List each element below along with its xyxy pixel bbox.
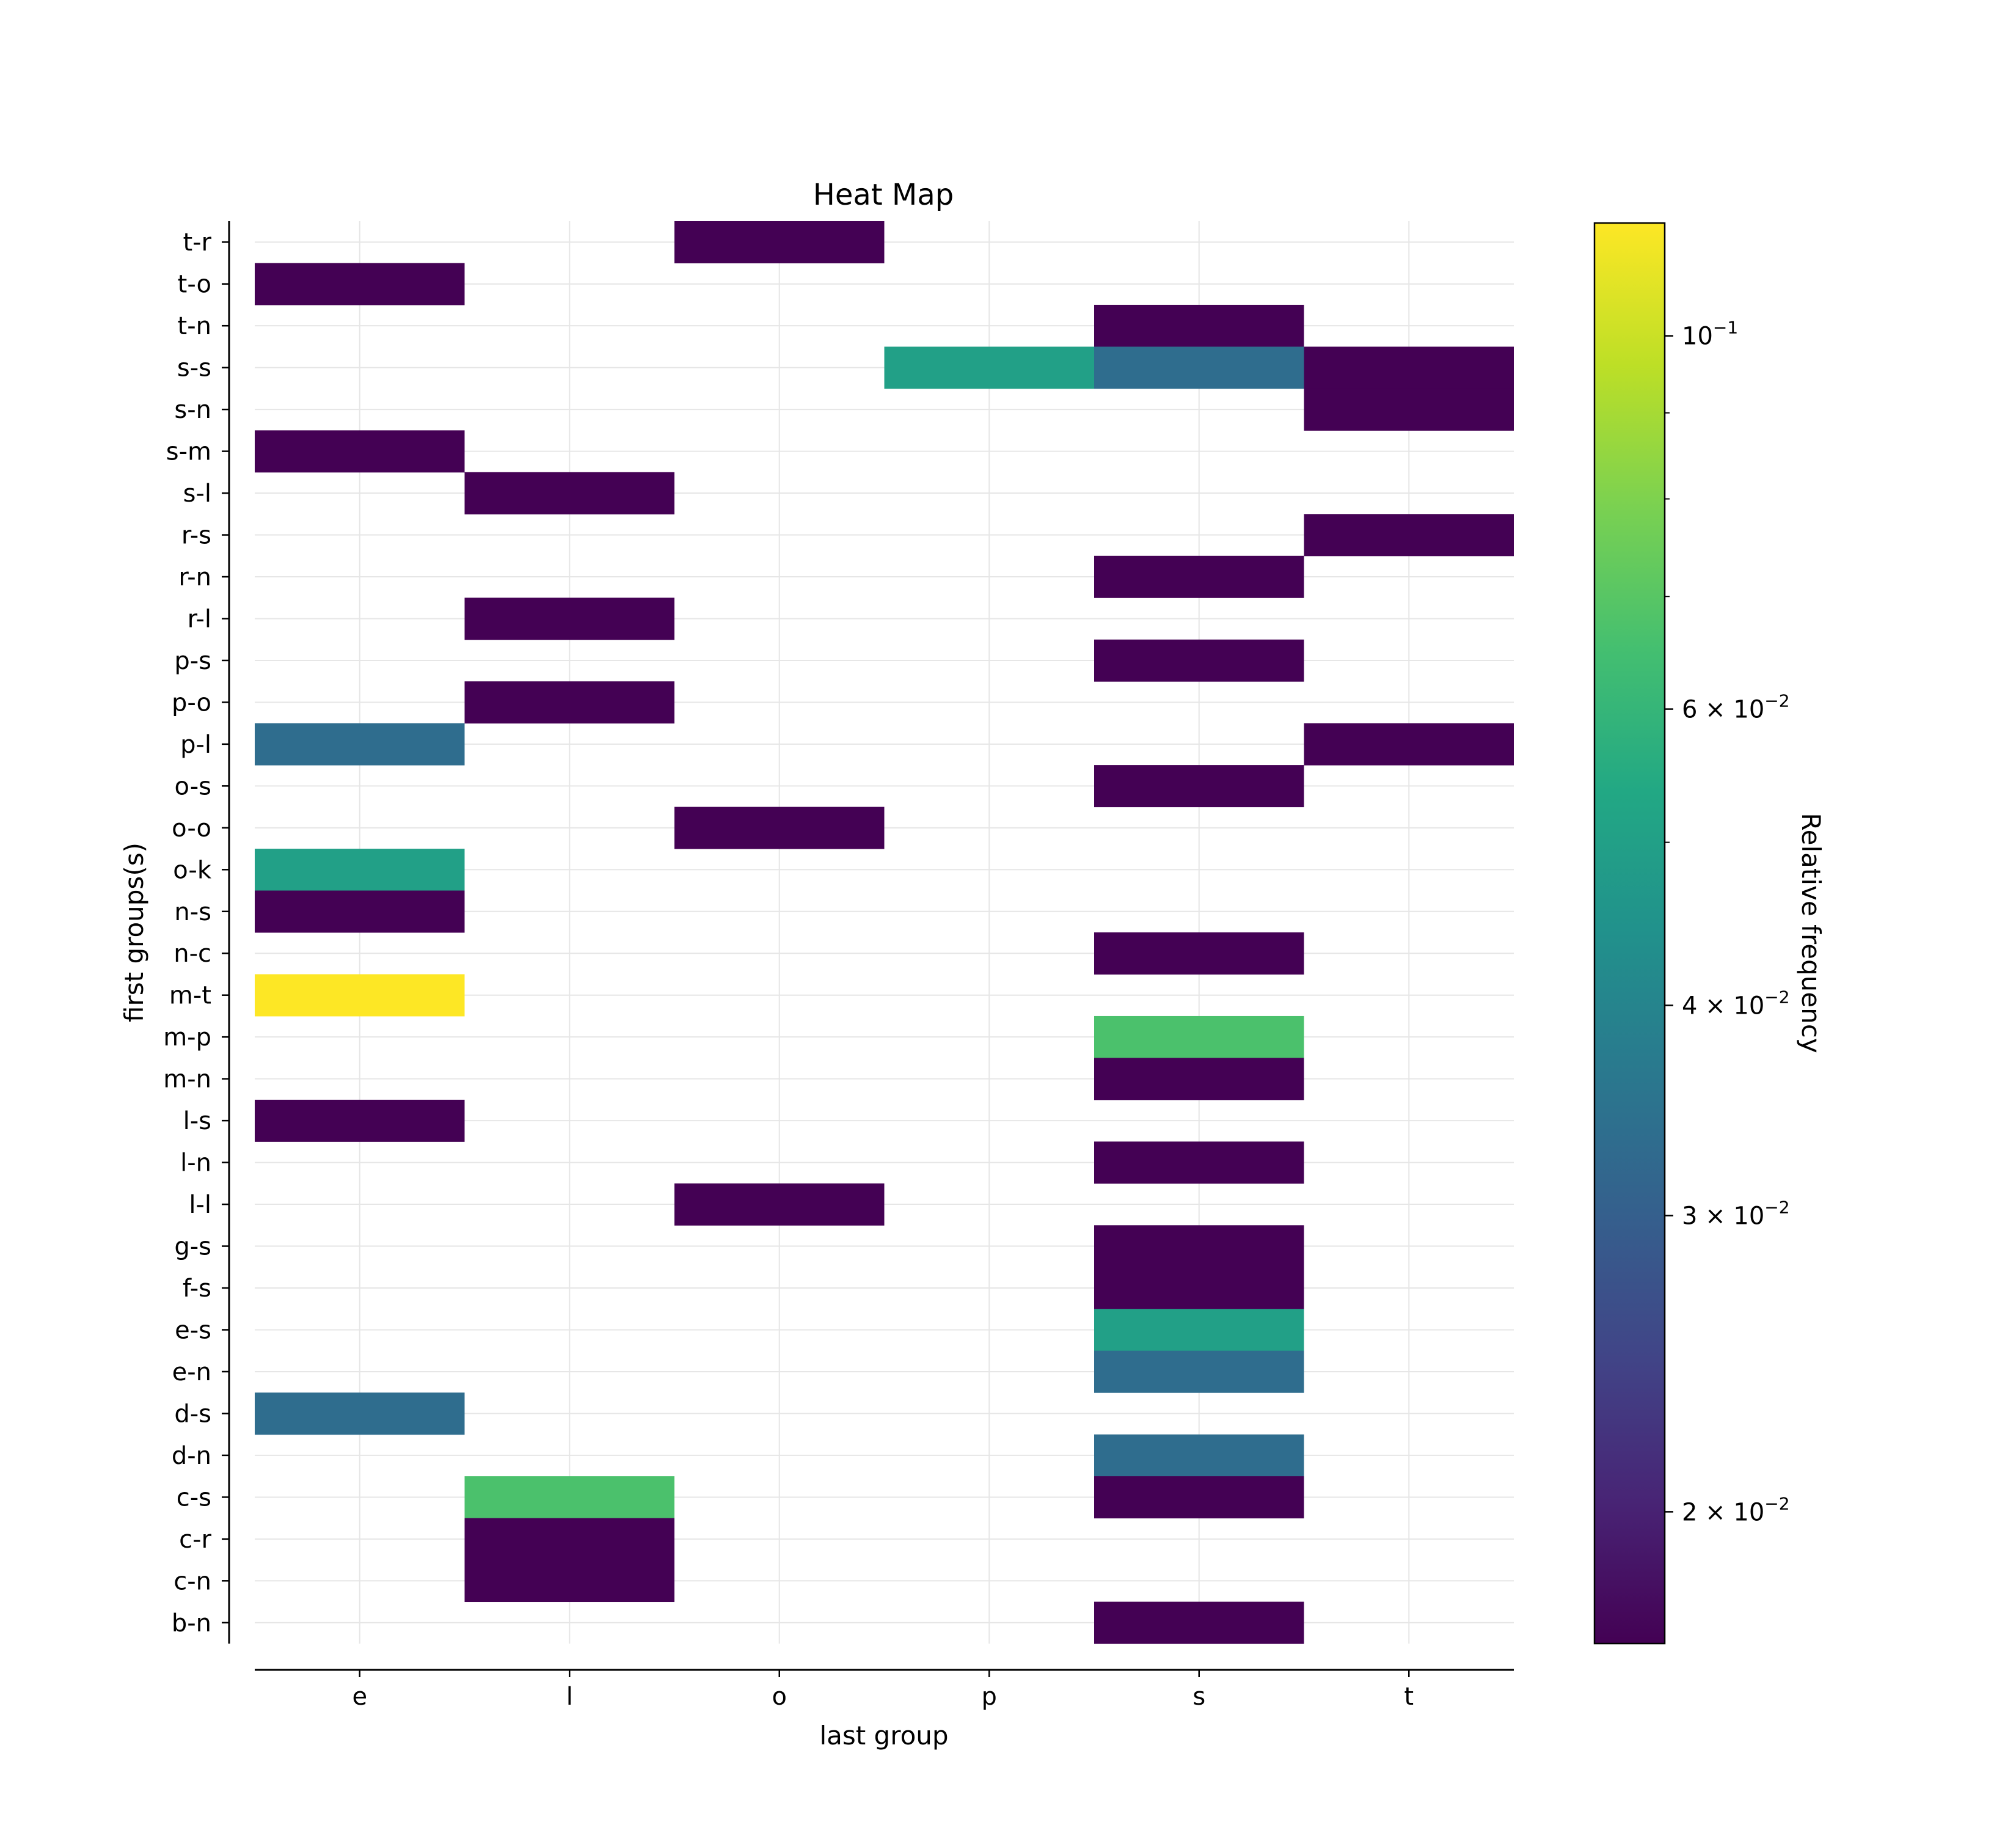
heatmap-cell bbox=[464, 472, 674, 514]
heatmap-cell bbox=[1304, 388, 1514, 431]
y-tick-label: n-s bbox=[174, 898, 211, 926]
y-tick-label: s-l bbox=[183, 480, 211, 508]
heatmap-cell bbox=[464, 1560, 674, 1603]
heatmap-cell bbox=[1094, 1476, 1304, 1519]
heatmap-cell bbox=[1094, 765, 1304, 808]
x-tick-label: p bbox=[982, 1683, 997, 1711]
heatmap-cell bbox=[255, 849, 465, 891]
colorbar-tick-label: 10−1 bbox=[1682, 318, 1738, 351]
colorbar-tick-label: 3 × 10−2 bbox=[1682, 1197, 1790, 1230]
x-tick-label: s bbox=[1192, 1683, 1205, 1711]
heatmap-cell bbox=[464, 598, 674, 640]
y-tick-label: r-l bbox=[188, 605, 211, 633]
x-tick-label: l bbox=[566, 1683, 573, 1711]
heatmap-cell bbox=[1094, 639, 1304, 682]
x-axis-title: last group bbox=[819, 1721, 948, 1751]
y-axis-title: first groups(s) bbox=[119, 843, 149, 1022]
heatmap-cell bbox=[1094, 346, 1304, 389]
y-tick-label: t-r bbox=[183, 229, 211, 257]
heatmap-cell bbox=[1304, 723, 1514, 766]
heatmap-cell bbox=[674, 1183, 885, 1226]
heatmap-cell bbox=[1304, 346, 1514, 389]
y-tick-label: r-s bbox=[181, 522, 211, 550]
heatmap-cell bbox=[255, 723, 465, 766]
y-tick-label: f-s bbox=[183, 1275, 211, 1303]
y-tick-label: o-k bbox=[173, 856, 212, 884]
y-tick-label: l-n bbox=[180, 1149, 211, 1177]
heatmap-cell bbox=[1094, 555, 1304, 598]
heatmap-cell bbox=[1094, 1225, 1304, 1268]
colorbar-tick-label: 4 × 10−2 bbox=[1682, 987, 1790, 1020]
colorbar-ticks: 2 × 10−2 3 × 10−2 4 × 10−2 6 × 10−2 10−1 bbox=[1665, 318, 1790, 1526]
y-tick-label: e-n bbox=[172, 1358, 211, 1386]
heatmap-cell bbox=[1094, 1601, 1304, 1644]
y-tick-label: m-t bbox=[169, 982, 211, 1010]
heatmap-cell bbox=[1094, 1267, 1304, 1309]
heatmap-cell bbox=[255, 974, 465, 1017]
y-tick-label: d-n bbox=[172, 1442, 211, 1470]
y-tick-label: s-n bbox=[174, 396, 211, 424]
x-tick-label: e bbox=[352, 1683, 367, 1711]
heatmap-cell bbox=[255, 263, 465, 306]
heatmap-cell bbox=[1094, 932, 1304, 975]
y-tick-label: n-c bbox=[173, 940, 211, 968]
heatmap-cell bbox=[1094, 1058, 1304, 1100]
axes bbox=[228, 221, 1514, 1671]
heatmap-cell bbox=[1094, 1141, 1304, 1184]
x-tick-label: t bbox=[1404, 1683, 1414, 1711]
heatmap-cell bbox=[464, 1476, 674, 1519]
heatmap-cell bbox=[1094, 1350, 1304, 1393]
y-tick-label: m-n bbox=[163, 1066, 211, 1094]
x-tick-label: o bbox=[772, 1683, 787, 1711]
y-tick-label: c-s bbox=[177, 1484, 211, 1512]
y-tick-label: s-s bbox=[177, 354, 211, 382]
heatmap-cell bbox=[464, 681, 674, 724]
heatmap-cell bbox=[1094, 304, 1304, 347]
y-tick-label: c-n bbox=[173, 1567, 211, 1595]
y-tick-label: p-s bbox=[174, 647, 211, 675]
y-tick-label: l-s bbox=[183, 1107, 211, 1135]
y-tick-label: m-p bbox=[163, 1023, 211, 1052]
y-tick-label: p-o bbox=[172, 689, 211, 717]
y-tick-label: b-n bbox=[172, 1609, 211, 1637]
y-tick-label: r-n bbox=[178, 563, 211, 591]
heatmap-cell bbox=[1094, 1309, 1304, 1352]
colorbar-tick-label: 6 × 10−2 bbox=[1682, 691, 1790, 724]
y-tick-label: t-n bbox=[178, 312, 211, 340]
y-tick-label: o-s bbox=[175, 772, 212, 800]
colorbar-label: Relative frequency bbox=[1796, 813, 1826, 1053]
heatmap-cell bbox=[255, 1099, 465, 1142]
heatmap-cell bbox=[1094, 1434, 1304, 1477]
y-tick-label: l-l bbox=[189, 1191, 211, 1219]
y-tick-label: s-m bbox=[166, 438, 211, 466]
heatmap-cells bbox=[255, 221, 1514, 1644]
colorbar-tick-label: 2 × 10−2 bbox=[1682, 1493, 1790, 1526]
heatmap-cell bbox=[1304, 514, 1514, 557]
y-tick-label: t-o bbox=[178, 271, 211, 299]
chart-title: Heat Map bbox=[813, 178, 954, 212]
y-tick-label: o-o bbox=[172, 814, 211, 843]
heatmap-cell bbox=[464, 1518, 674, 1560]
y-tick-labels: t-r t-o t-n s-s s-n s-m s-l r-s r-n r-l p-s p-o p-l o… bbox=[163, 229, 229, 1637]
colorbar bbox=[1593, 222, 1666, 1645]
heatmap-cell bbox=[255, 1392, 465, 1435]
heatmap-cell bbox=[255, 890, 465, 933]
y-tick-label: d-s bbox=[174, 1400, 211, 1428]
heatmap-cell bbox=[1094, 1015, 1304, 1058]
y-tick-label: g-s bbox=[174, 1233, 211, 1261]
heatmap-cell bbox=[674, 221, 885, 263]
y-tick-label: c-r bbox=[179, 1526, 211, 1554]
y-tick-label: p-l bbox=[180, 731, 211, 759]
heatmap-cell bbox=[884, 346, 1094, 389]
heatmap-cell bbox=[255, 430, 465, 473]
heatmap-cell bbox=[674, 807, 885, 849]
y-tick-label: e-s bbox=[175, 1316, 211, 1344]
